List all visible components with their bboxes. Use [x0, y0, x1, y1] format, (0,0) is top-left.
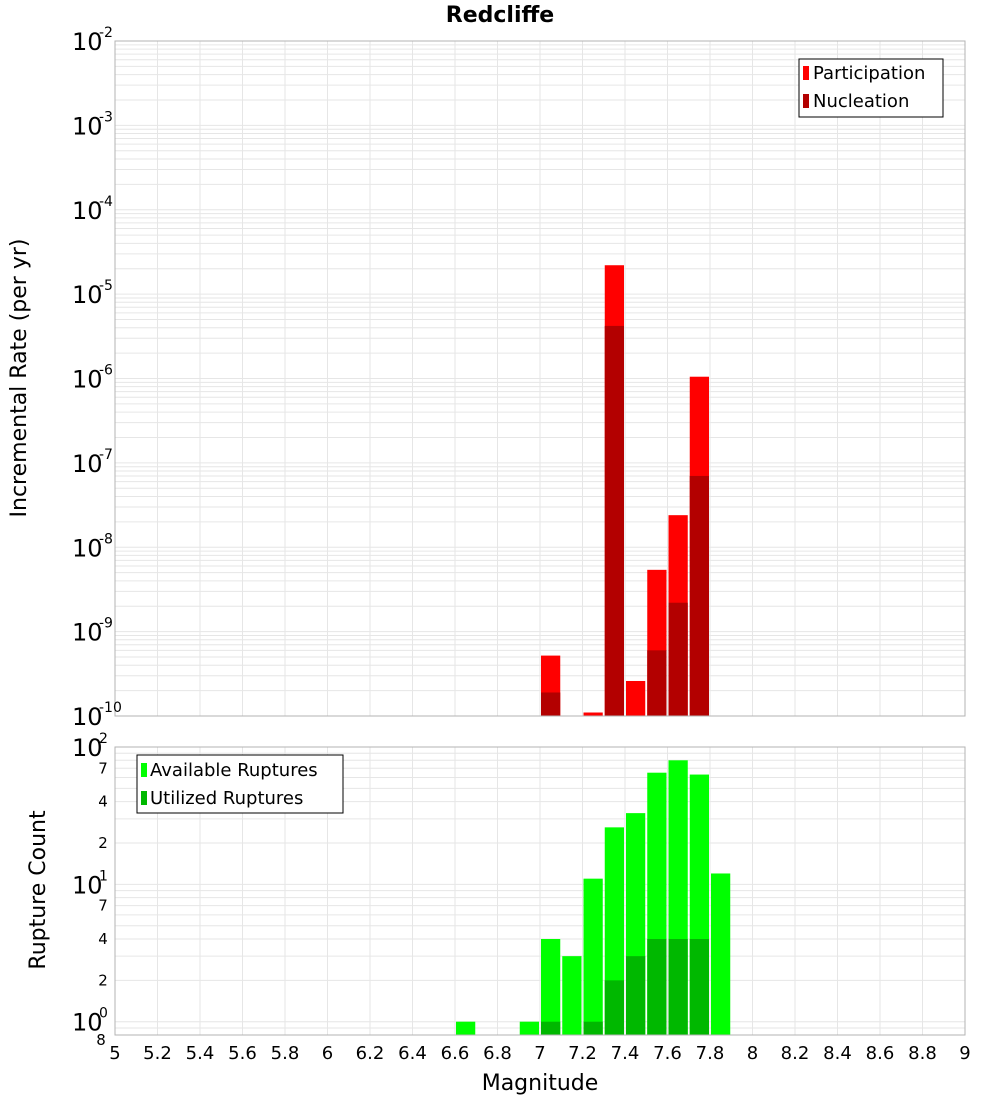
y-tick-exponent: 1 — [99, 868, 108, 884]
legend-box — [798, 58, 944, 118]
y-tick-label: 10 — [72, 534, 103, 562]
y-tick-label: 10 — [72, 281, 103, 309]
x-tick-label: 6.4 — [398, 1043, 427, 1064]
y-tick-exponent: -10 — [99, 700, 122, 716]
x-tick-label: 7 — [534, 1043, 545, 1064]
available-ruptures-bar — [541, 939, 561, 1035]
y-tick-label: 10 — [72, 197, 103, 225]
bottom-y-axis-label: Rupture Count — [26, 810, 51, 970]
utilized-ruptures-bar — [647, 939, 667, 1035]
y-tick-label: 10 — [72, 703, 103, 731]
y-tick-label: 4 — [98, 793, 108, 811]
x-tick-label: 5.4 — [186, 1043, 215, 1064]
top-y-axis-label: Incremental Rate (per yr) — [7, 239, 32, 518]
legend-item: Utilized Ruptures — [150, 788, 303, 809]
y-tick-label: 8 — [96, 1031, 106, 1049]
y-tick-exponent: 2 — [99, 731, 108, 747]
y-tick-label: 10 — [72, 450, 103, 478]
legend-item: Nucleation — [813, 91, 909, 112]
legend-swatch — [803, 66, 809, 80]
y-tick-label: 4 — [98, 930, 108, 948]
y-tick-label: 10 — [72, 619, 103, 647]
y-tick-exponent: -2 — [99, 25, 113, 41]
x-tick-label: 6.8 — [483, 1043, 512, 1064]
y-tick-exponent: -3 — [99, 109, 113, 125]
x-tick-label: 7.2 — [568, 1043, 597, 1064]
top-legend: Participation Nucleation — [798, 58, 944, 118]
y-tick-label: 10 — [72, 366, 103, 394]
x-tick-label: 8.4 — [823, 1043, 852, 1064]
legend-item: Available Ruptures — [150, 760, 318, 781]
y-tick-label: 2 — [98, 971, 108, 989]
available-ruptures-bar — [456, 1021, 476, 1035]
utilized-ruptures-bar — [604, 980, 624, 1035]
y-tick-label: 10 — [72, 871, 103, 899]
nucleation-bar — [689, 475, 709, 716]
nucleation-bar — [668, 602, 688, 716]
y-tick-exponent: -9 — [99, 616, 113, 632]
available-ruptures-bar — [711, 873, 731, 1035]
x-tick-label: 9 — [959, 1043, 970, 1064]
top-plot-frame — [114, 40, 966, 717]
utilized-ruptures-bar — [541, 1021, 561, 1035]
utilized-ruptures-bar — [668, 939, 688, 1035]
x-tick-label: 8.6 — [866, 1043, 895, 1064]
y-tick-exponent: -8 — [99, 531, 113, 547]
x-tick-label: 7.8 — [696, 1043, 725, 1064]
y-tick-label: 2 — [98, 834, 108, 852]
nucleation-bar — [647, 650, 667, 716]
x-tick-label: 6.6 — [441, 1043, 470, 1064]
y-tick-label: 7 — [98, 759, 108, 777]
x-tick-label: 5.8 — [271, 1043, 300, 1064]
x-tick-label: 5.2 — [143, 1043, 172, 1064]
x-tick-label: 8.2 — [781, 1043, 810, 1064]
y-tick-exponent: -4 — [99, 194, 113, 210]
x-tick-label: 7.6 — [653, 1043, 682, 1064]
x-tick-label: 6 — [322, 1043, 333, 1064]
available-ruptures-bar — [519, 1021, 539, 1035]
utilized-ruptures-bar — [583, 1021, 603, 1035]
legend-item: Participation — [813, 63, 925, 84]
y-tick-exponent: -5 — [99, 278, 113, 294]
bottom-plot-frame — [114, 746, 966, 1036]
y-tick-label: 7 — [98, 897, 108, 915]
x-tick-label: 5.6 — [228, 1043, 257, 1064]
bottom-legend: Available Ruptures Utilized Ruptures — [136, 754, 344, 814]
legend-swatch — [141, 791, 147, 805]
x-tick-label: 5 — [109, 1043, 120, 1064]
utilized-ruptures-bar — [626, 956, 646, 1035]
available-ruptures-bar — [562, 956, 582, 1035]
x-tick-label: 8.8 — [908, 1043, 937, 1064]
utilized-ruptures-bar — [689, 939, 709, 1035]
y-tick-label: 10 — [72, 28, 103, 56]
y-tick-exponent: -7 — [99, 447, 113, 463]
nucleation-bar — [541, 692, 561, 716]
y-tick-label: 10 — [72, 734, 103, 762]
y-tick-exponent: 0 — [99, 1006, 108, 1022]
x-tick-label: 7.4 — [611, 1043, 640, 1064]
legend-box — [136, 754, 344, 814]
participation-bar — [583, 712, 603, 716]
y-tick-label: 10 — [72, 112, 103, 140]
nucleation-bar — [604, 325, 624, 716]
chart-title: Redcliffe — [446, 3, 554, 28]
x-axis-label: Magnitude — [482, 1071, 599, 1096]
y-tick-label: 10 — [72, 1009, 103, 1037]
top-plot: 10-1010-910-810-710-610-510-410-310-2Par… — [72, 25, 966, 731]
y-tick-exponent: -6 — [99, 363, 113, 379]
x-tick-label: 6.2 — [356, 1043, 385, 1064]
legend-swatch — [803, 94, 809, 108]
participation-bar — [626, 680, 646, 716]
legend-swatch — [141, 763, 147, 777]
available-ruptures-bar — [583, 878, 603, 1035]
x-tick-label: 8 — [747, 1043, 758, 1064]
